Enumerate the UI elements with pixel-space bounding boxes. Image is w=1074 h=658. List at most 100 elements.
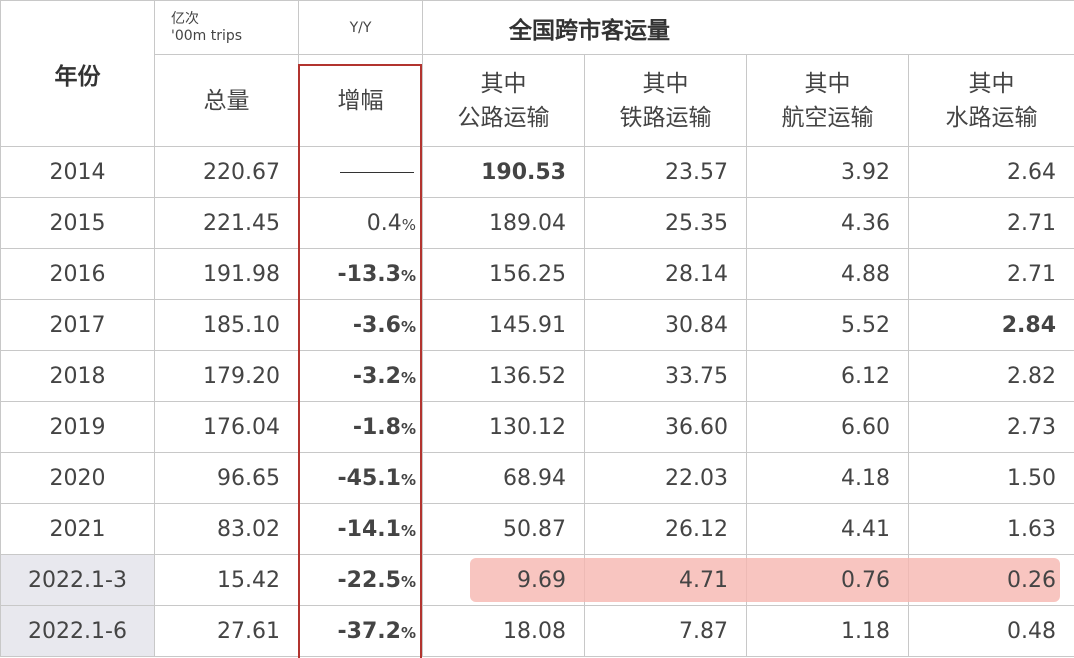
air-value: 0.76 <box>841 567 890 593</box>
water-cell: 2.71 <box>908 248 1074 300</box>
total-cell: 220.67 <box>154 146 299 198</box>
road-cell: 9.69 <box>422 554 585 606</box>
table-row: 2014 220.67 — 190.53 23.57 3.92 2.64 <box>0 146 1074 198</box>
total-cell: 15.42 <box>154 554 299 606</box>
road-value: 9.69 <box>517 567 566 593</box>
rail-cell: 22.03 <box>584 452 747 504</box>
percent-sign: % <box>400 317 416 336</box>
growth-value: -3.2 <box>352 363 401 389</box>
unit-header: 亿次 '00m trips <box>154 0 299 55</box>
table-row: 2021 83.02 -14.1% 50.87 26.12 4.41 1.63 <box>0 503 1074 555</box>
water-cell: 0.26 <box>908 554 1074 606</box>
growth-cell: — <box>298 146 423 198</box>
year-cell: 2017 <box>0 299 155 351</box>
air-cell: 4.41 <box>746 503 909 555</box>
water-header-line1: 其中 <box>968 70 1015 97</box>
road-column-header: 其中 公路运输 <box>422 54 585 147</box>
table-row: 2019 176.04 -1.8% 130.12 36.60 6.60 2.73 <box>0 401 1074 453</box>
rail-cell: 33.75 <box>584 350 747 402</box>
water-header-line2: 水路运输 <box>945 104 1038 131</box>
air-header-line1: 其中 <box>804 70 851 97</box>
total-cell: 27.61 <box>154 605 299 657</box>
growth-column-header: 增幅 <box>298 54 423 147</box>
total-column-header: 总量 <box>154 54 299 147</box>
road-cell: 18.08 <box>422 605 585 657</box>
water-cell: 1.63 <box>908 503 1074 555</box>
water-cell: 2.64 <box>908 146 1074 198</box>
road-cell: 190.53 <box>422 146 585 198</box>
year-cell: 2021 <box>0 503 155 555</box>
air-cell: 6.60 <box>746 401 909 453</box>
air-cell: 4.18 <box>746 452 909 504</box>
growth-cell: -22.5% <box>298 554 423 606</box>
road-cell: 136.52 <box>422 350 585 402</box>
percent-sign: % <box>400 470 416 489</box>
total-cell: 221.45 <box>154 197 299 249</box>
year-cell: 2022.1-3 <box>0 554 155 606</box>
rail-cell: 26.12 <box>584 503 747 555</box>
rail-cell: 25.35 <box>584 197 747 249</box>
table-title: 全国跨市客运量 <box>422 0 1074 55</box>
growth-cell: -1.8% <box>298 401 423 453</box>
growth-value: -45.1 <box>337 465 401 491</box>
unit-en-label: '00m trips <box>171 28 243 44</box>
year-cell: 2016 <box>0 248 155 300</box>
year-cell: 2020 <box>0 452 155 504</box>
water-cell: 2.73 <box>908 401 1074 453</box>
air-cell: 5.52 <box>746 299 909 351</box>
air-cell: 1.18 <box>746 605 909 657</box>
percent-sign: % <box>401 215 416 234</box>
rail-cell: 7.87 <box>584 605 747 657</box>
growth-cell: -14.1% <box>298 503 423 555</box>
rail-header-line1: 其中 <box>642 70 689 97</box>
percent-sign: % <box>400 266 416 285</box>
percent-sign: % <box>400 419 416 438</box>
water-cell: 2.82 <box>908 350 1074 402</box>
growth-value: -22.5 <box>337 567 401 593</box>
growth-cell: -3.6% <box>298 299 423 351</box>
unit-cn-label: 亿次 <box>171 11 199 27</box>
air-cell: 0.76 <box>746 554 909 606</box>
rail-column-header: 其中 铁路运输 <box>584 54 747 147</box>
rail-cell: 4.71 <box>584 554 747 606</box>
growth-value: -37.2 <box>337 618 401 644</box>
year-cell: 2019 <box>0 401 155 453</box>
water-cell: 0.48 <box>908 605 1074 657</box>
road-cell: 156.25 <box>422 248 585 300</box>
no-change-dash <box>340 172 414 173</box>
percent-sign: % <box>400 623 416 642</box>
water-cell: 2.71 <box>908 197 1074 249</box>
year-header: 年份 <box>0 0 155 147</box>
total-cell: 176.04 <box>154 401 299 453</box>
growth-value: -3.6 <box>352 312 401 338</box>
total-cell: 83.02 <box>154 503 299 555</box>
water-column-header: 其中 水路运输 <box>908 54 1074 147</box>
growth-cell: -13.3% <box>298 248 423 300</box>
water-cell: 2.84 <box>908 299 1074 351</box>
year-cell: 2022.1-6 <box>0 605 155 657</box>
growth-value: -1.8 <box>352 414 401 440</box>
road-cell: 130.12 <box>422 401 585 453</box>
air-cell: 3.92 <box>746 146 909 198</box>
percent-sign: % <box>400 521 416 540</box>
table-row: 2020 96.65 -45.1% 68.94 22.03 4.18 1.50 <box>0 452 1074 504</box>
yy-header: Y/Y <box>298 0 423 55</box>
table-row: 2017 185.10 -3.6% 145.91 30.84 5.52 2.84 <box>0 299 1074 351</box>
growth-value: 0.4 <box>366 210 402 236</box>
road-header-line1: 其中 <box>480 70 527 97</box>
table-row: 2016 191.98 -13.3% 156.25 28.14 4.88 2.7… <box>0 248 1074 300</box>
road-cell: 50.87 <box>422 503 585 555</box>
rail-value: 4.71 <box>679 567 728 593</box>
percent-sign: % <box>400 368 416 387</box>
growth-cell: 0.4% <box>298 197 423 249</box>
total-cell: 179.20 <box>154 350 299 402</box>
rail-header-line2: 铁路运输 <box>619 104 712 131</box>
growth-cell: -3.2% <box>298 350 423 402</box>
rail-cell: 23.57 <box>584 146 747 198</box>
rail-cell: 36.60 <box>584 401 747 453</box>
rail-cell: 28.14 <box>584 248 747 300</box>
table-row: 2015 221.45 0.4% 189.04 25.35 4.36 2.71 <box>0 197 1074 249</box>
air-cell: 4.88 <box>746 248 909 300</box>
